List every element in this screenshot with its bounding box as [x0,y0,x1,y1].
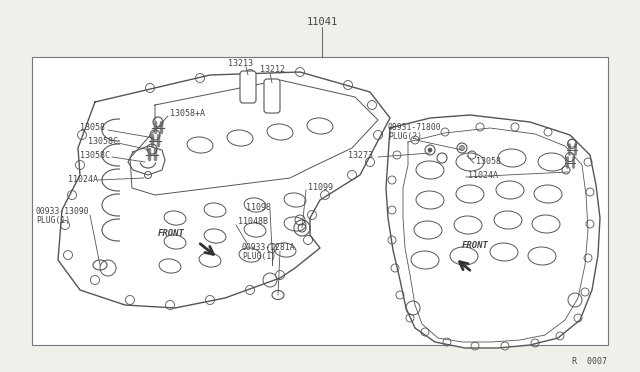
Text: 00933-1281A: 00933-1281A [242,244,296,253]
FancyBboxPatch shape [264,79,280,113]
Text: 13058C: 13058C [88,138,118,147]
Text: PLUG(2): PLUG(2) [388,132,422,141]
Circle shape [460,145,465,151]
Text: 13212: 13212 [260,65,285,74]
Text: PLUG(1): PLUG(1) [242,253,276,262]
Text: FRONT: FRONT [158,230,185,238]
Circle shape [428,148,432,152]
Text: 13058: 13058 [476,157,501,166]
Text: 11024A: 11024A [68,176,98,185]
Text: 13058+A: 13058+A [170,109,205,118]
Text: 11099: 11099 [308,183,333,192]
Text: 11048B: 11048B [238,218,268,227]
Text: 11041: 11041 [307,17,338,27]
Text: 00933-13090: 00933-13090 [36,208,90,217]
Text: 13058C: 13058C [80,151,110,160]
Text: 11098: 11098 [246,203,271,212]
Text: 13213: 13213 [228,60,253,68]
Text: 13273: 13273 [348,151,373,160]
Polygon shape [386,115,600,348]
Bar [32,57,608,345]
Polygon shape [58,72,390,308]
Text: 11024A: 11024A [468,170,498,180]
Text: 08931-71800: 08931-71800 [388,124,442,132]
Text: PLUG(1): PLUG(1) [36,217,70,225]
Text: R  0007: R 0007 [572,357,607,366]
Text: 13058: 13058 [80,124,105,132]
Text: FRONT: FRONT [462,241,489,250]
FancyBboxPatch shape [240,71,256,103]
